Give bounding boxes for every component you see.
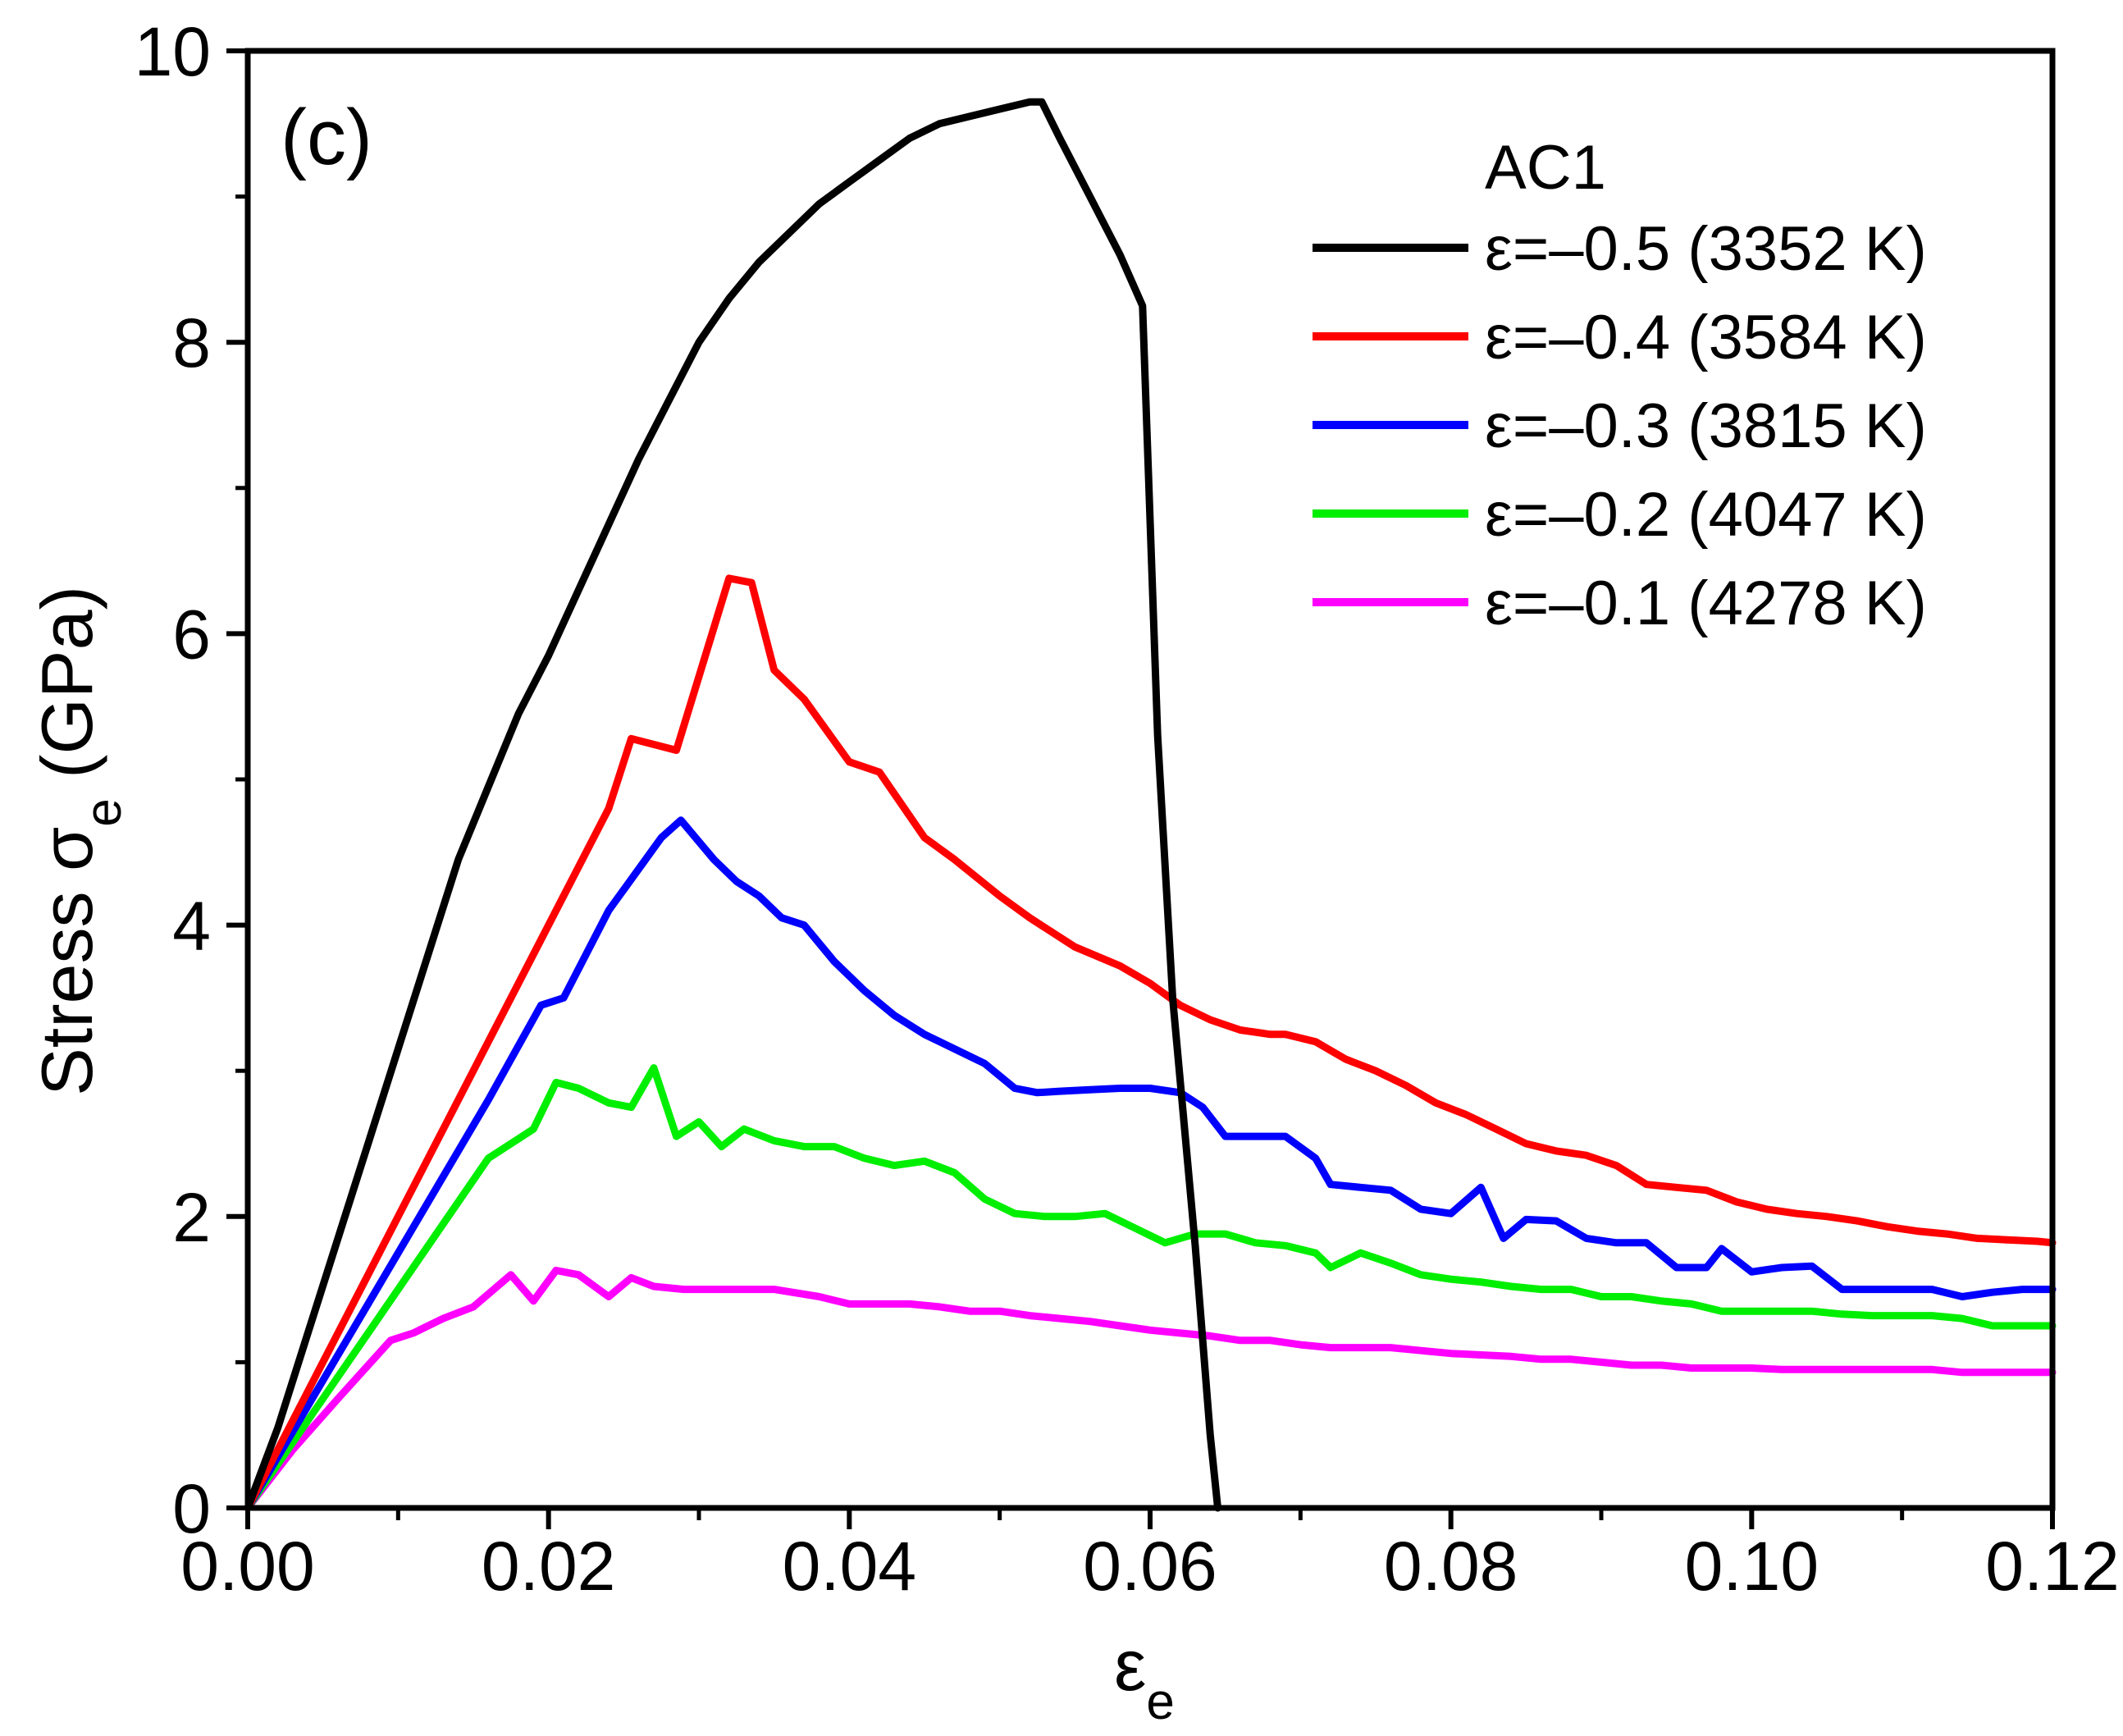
x-tick-label: 0.08 <box>1384 1528 1518 1605</box>
x-axis-title-sub: e <box>1146 1674 1174 1730</box>
x-tick-label: 0.00 <box>180 1528 315 1605</box>
y-axis-title-main: Stress σ <box>26 827 107 1096</box>
y-tick-label: 8 <box>172 304 211 381</box>
panel-label: (c) <box>281 94 372 181</box>
y-axis-title-sub: e <box>75 798 132 826</box>
x-tick-label: 0.02 <box>482 1528 616 1605</box>
x-tick-label: 0.12 <box>1985 1528 2120 1605</box>
x-axis-title: εe <box>1114 1624 1175 1730</box>
series-line-5 <box>244 1267 2057 1512</box>
legend: AC1 ε=–0.5 (3352 K) ε=–0.4 (3584 K) ε=–0.3… <box>1313 133 1927 638</box>
legend-title: AC1 <box>1485 133 1606 203</box>
y-axis-title-unit: (GPa) <box>26 586 107 798</box>
y-tick-label: 6 <box>172 596 211 673</box>
y-tick-label: 2 <box>172 1179 211 1256</box>
plot-frame <box>244 48 2056 1511</box>
x-tick-label: 0.10 <box>1685 1528 1819 1605</box>
series-line-1 <box>244 98 1221 1512</box>
x-tick-label: 0.06 <box>1083 1528 1217 1605</box>
series-line-2 <box>244 574 2057 1512</box>
series-layer <box>244 98 2057 1512</box>
legend-label-3: ε=–0.3 (3815 K) <box>1485 391 1927 461</box>
y-tick-label: 4 <box>172 888 211 965</box>
series-line-3 <box>244 816 2057 1512</box>
x-axis-title-main: ε <box>1114 1624 1146 1706</box>
y-tick-label: 10 <box>135 13 211 90</box>
x-tick-label: 0.04 <box>783 1528 917 1605</box>
legend-label-1: ε=–0.5 (3352 K) <box>1485 214 1927 284</box>
legend-label-2: ε=–0.4 (3584 K) <box>1485 303 1927 372</box>
y-tick-label: 0 <box>172 1470 211 1547</box>
tick-labels: 0.00 0.02 0.04 0.06 0.08 0.10 0.12 0 2 4 6 8 10 <box>135 13 2120 1605</box>
legend-label-5: ε=–0.1 (4278 K) <box>1485 569 1927 638</box>
legend-label-4: ε=–0.2 (4047 K) <box>1485 480 1927 550</box>
y-axis-title: Stress σe (GPa) <box>26 586 132 1096</box>
